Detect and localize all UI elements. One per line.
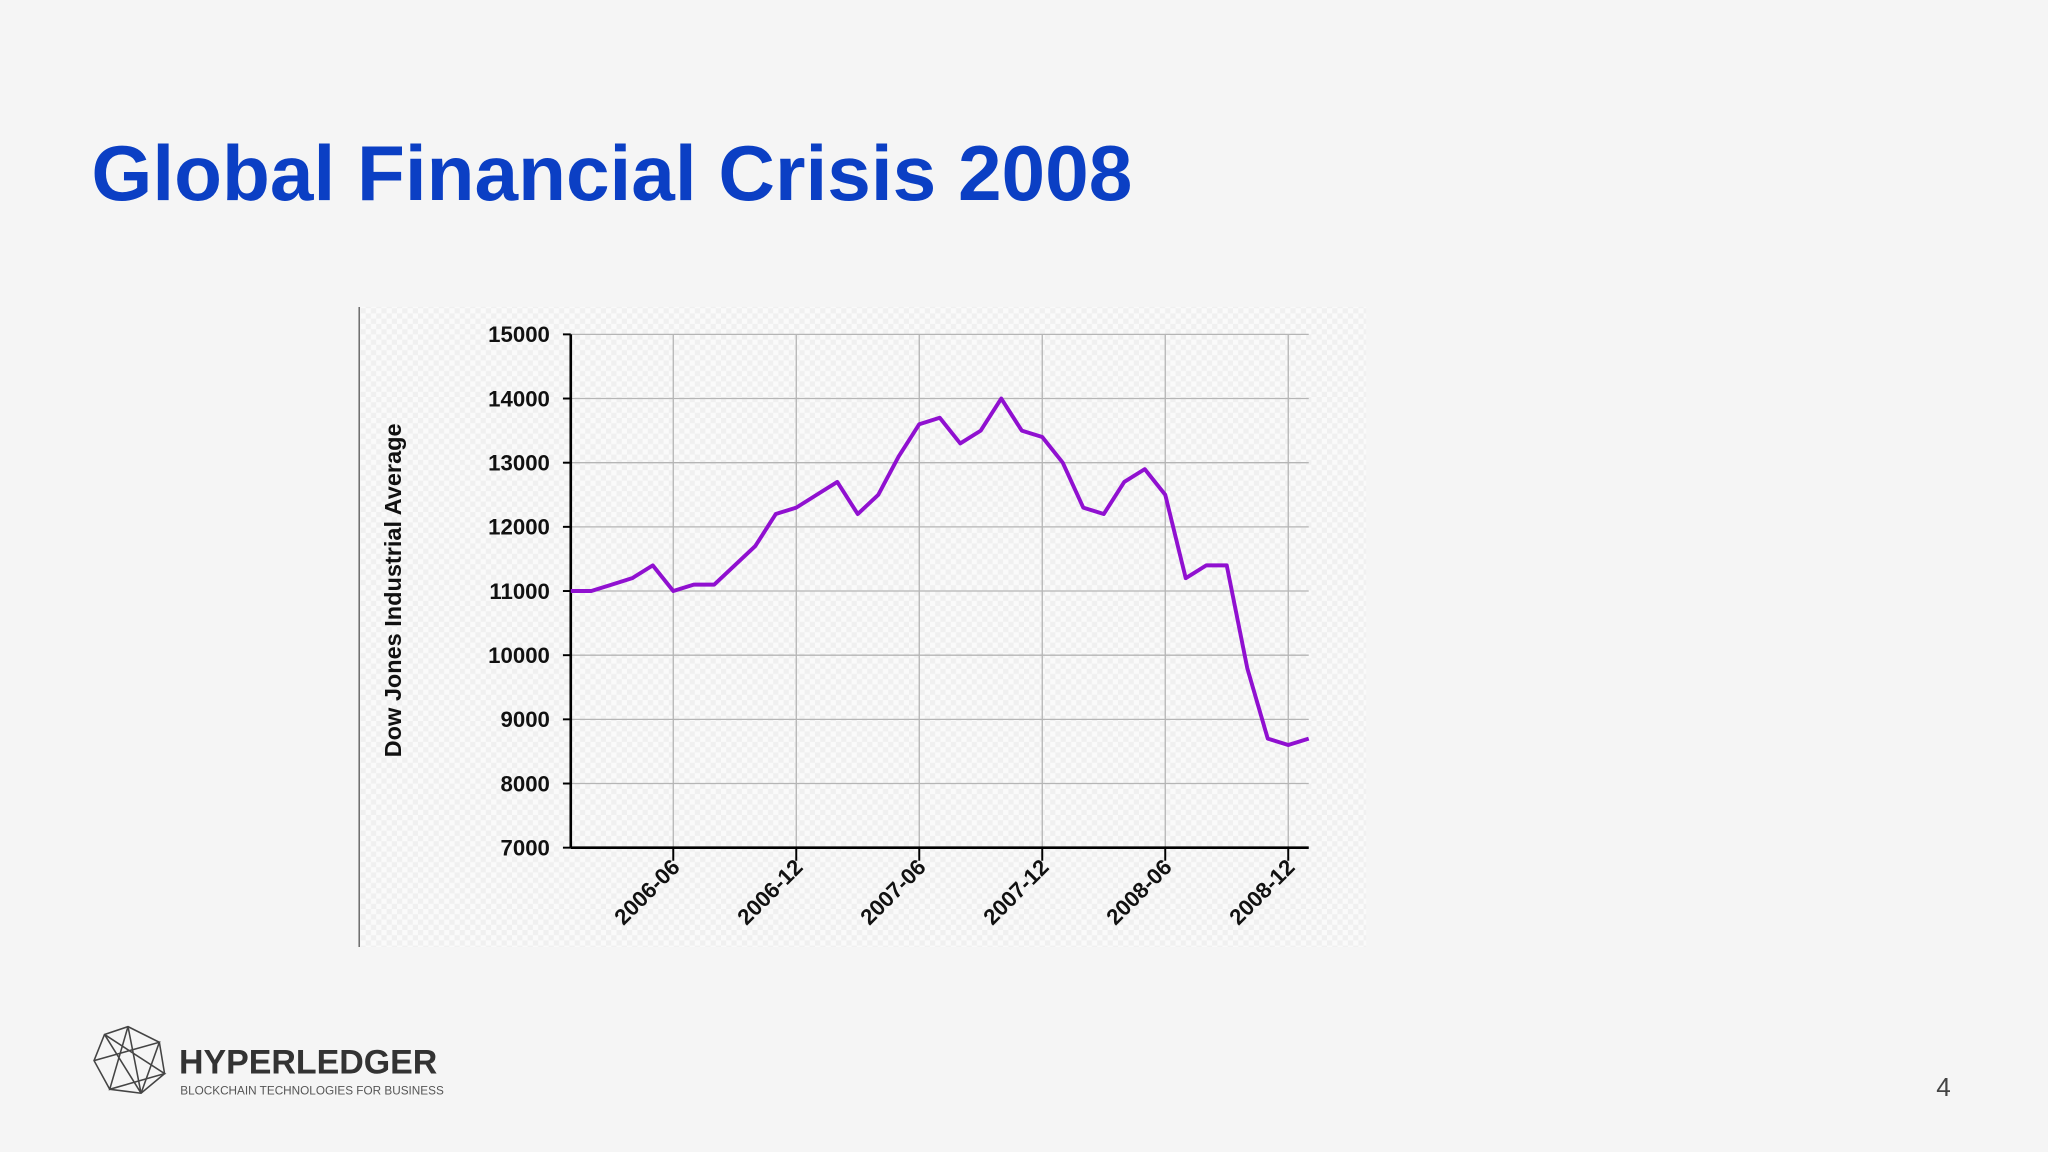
y-tick-label: 15000	[488, 322, 550, 347]
y-tick-label: 8000	[501, 771, 550, 796]
data-line	[570, 396, 1310, 747]
y-tick-label: 11000	[489, 579, 549, 604]
chart-background	[360, 306, 1367, 947]
logo-icon	[93, 1025, 167, 1095]
y-tick-label: 9000	[501, 707, 550, 732]
y-tick-label: 7000	[501, 836, 550, 861]
logo-tagline: BLOCKCHAIN TECHNOLOGIES FOR BUSINESS	[180, 1085, 444, 1098]
y-axis-label: Dow Jones Industrial Average	[380, 423, 406, 757]
page-number: 4	[1936, 1072, 1951, 1102]
y-tick-label: 10000	[488, 643, 550, 668]
y-tick-label: 12000	[488, 515, 550, 540]
y-tick-label: 13000	[488, 451, 550, 476]
logo: HYPERLEDGER BLOCKCHAIN TECHNOLOGIES FOR …	[93, 1025, 444, 1098]
slide-title: Global Financial Crisis 2008	[91, 129, 1132, 217]
logo-name: HYPERLEDGER	[179, 1044, 437, 1082]
y-tick-label: 14000	[488, 386, 550, 411]
